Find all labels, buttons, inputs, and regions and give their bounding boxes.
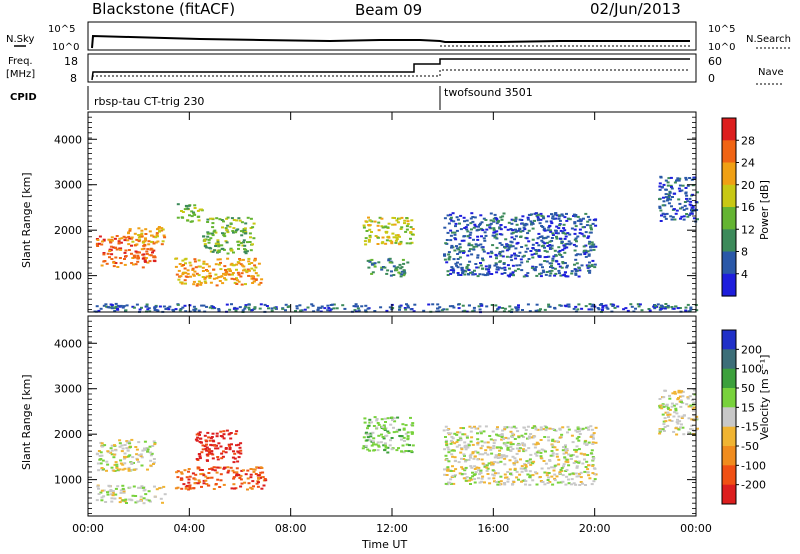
power-colorbar-tick: 16 [741, 201, 755, 214]
velocity-colorbar-band [722, 368, 736, 389]
station-title: Blackstone (fitACF) [92, 0, 235, 18]
velocity-ytick-label: 4000 [54, 337, 82, 350]
xtick-label: 08:00 [275, 522, 307, 535]
power-echo-region [174, 257, 264, 287]
nsky-trace [91, 34, 690, 49]
power-ylabel: Slant Range [km] [20, 172, 33, 268]
nave-trace [92, 69, 690, 77]
nave-axis-top: 60 [708, 55, 722, 68]
velocity-ylabel: Slant Range [km] [20, 374, 33, 470]
power-panel: 1000 2000 3000 4000 [54, 111, 699, 314]
nsearch-axis-top: 10^5 [708, 24, 735, 35]
power-colorbar-tick: 12 [741, 223, 755, 236]
velocity-panel: 1000 2000 3000 4000 00:00 04:00 08:00 12:00 16:0… [54, 315, 712, 535]
freq-axis-top: 18 [64, 55, 78, 68]
velocity-colorbar-tick: -50 [741, 440, 759, 453]
velocity-colorbar-band [722, 407, 736, 428]
velocity-colorbar-tick: -200 [741, 479, 766, 492]
power-colorbar-tick: 24 [741, 157, 755, 170]
nsearch-axis-bottom: 10^0 [708, 42, 735, 53]
power-colorbar-tick: 20 [741, 179, 755, 192]
velocity-ytick-label: 1000 [54, 474, 82, 487]
power-ytick-label: 2000 [54, 224, 82, 237]
xtick-label: 16:00 [477, 522, 509, 535]
velocity-echo-region [361, 416, 415, 454]
nsky-panel [87, 21, 697, 51]
velocity-colorbar-band [722, 426, 736, 447]
power-ytick-label: 4000 [54, 133, 82, 146]
xtick-label: 04:00 [173, 522, 205, 535]
velocity-colorbar-tick: 200 [741, 343, 762, 356]
power-cbar-label: Power [dB] [758, 180, 771, 240]
velocity-colorbar-tick: 100 [741, 363, 762, 376]
velocity-colorbar: 200 100 50 15 -15 -50 -100 -200 [721, 329, 766, 505]
nsky-label: N.Sky [6, 34, 34, 45]
velocity-colorbar-band [722, 388, 736, 408]
nsky-axis-top: 10^5 [48, 24, 75, 35]
velocity-ytick-label: 3000 [54, 383, 82, 396]
power-echo-region [366, 257, 410, 278]
beam-label: Beam 09 [355, 1, 422, 19]
cpid-mode-1: rbsp-tau CT-trig 230 [94, 95, 204, 108]
power-colorbar-tick: 28 [741, 134, 755, 147]
nsky-axis-bottom: 10^0 [52, 42, 79, 53]
velocity-colorbar-tick: -100 [741, 459, 766, 472]
power-colorbar-tick: 4 [741, 268, 748, 281]
power-echo-region [202, 216, 256, 255]
xlabel: Time UT [361, 538, 407, 551]
xtick-label: 00:00 [680, 522, 712, 535]
nave-axis-bottom: 0 [708, 72, 715, 85]
xtick-label: 20:00 [579, 522, 611, 535]
velocity-cbar-label: Velocity [m s⁻¹] [758, 355, 771, 440]
power-echo-region [126, 226, 167, 246]
velocity-colorbar-tick: 50 [741, 382, 755, 395]
velocity-colorbar-band [722, 465, 736, 486]
power-echo-region [658, 175, 699, 223]
velocity-echo-region [658, 389, 699, 436]
cpid-label: CPID [10, 92, 37, 103]
power-colorbar-band [722, 229, 736, 253]
freq-unit: [MHz] [6, 69, 35, 80]
cpid-mode-2: twofsound 3501 [444, 86, 533, 99]
power-colorbar: 4 8 12 16 20 24 28 [721, 117, 755, 297]
freq-label: Freq. [8, 56, 33, 67]
power-echo-region [443, 212, 598, 278]
velocity-echo-region [95, 484, 167, 505]
power-colorbar-band [722, 118, 736, 141]
freq-trace [91, 58, 690, 81]
xtick-label: 12:00 [376, 522, 408, 535]
xtick-label: 00:00 [72, 522, 104, 535]
power-colorbar-band [722, 273, 736, 297]
nave-label: Nave [758, 67, 784, 78]
nsearch-label: N.Search [746, 34, 791, 45]
power-colorbar-band [722, 140, 736, 164]
velocity-ytick-label: 2000 [54, 428, 82, 441]
power-echo-region [95, 235, 157, 269]
velocity-echo-region [95, 438, 157, 472]
power-echo-region [176, 203, 204, 223]
velocity-colorbar-tick: 15 [741, 401, 755, 414]
power-colorbar-tick: 8 [741, 246, 748, 259]
velocity-colorbar-tick: -15 [741, 421, 759, 434]
velocity-echo-region [174, 466, 268, 491]
power-colorbar-band [722, 207, 736, 230]
velocity-colorbar-band [722, 484, 736, 505]
power-colorbar-band [722, 251, 736, 275]
velocity-echo-region [442, 425, 598, 486]
power-ytick-label: 3000 [54, 179, 82, 192]
velocity-colorbar-band [722, 446, 736, 466]
power-ytick-label: 1000 [54, 270, 82, 283]
freq-panel [87, 53, 697, 83]
velocity-echo-region [194, 429, 243, 464]
date-label: 02/Jun/2013 [590, 0, 681, 18]
power-colorbar-band [722, 184, 736, 208]
velocity-colorbar-band [722, 330, 736, 350]
velocity-colorbar-band [722, 349, 736, 370]
power-colorbar-band [722, 162, 736, 186]
power-echo-region [362, 216, 415, 246]
freq-axis-bottom: 8 [70, 72, 77, 85]
